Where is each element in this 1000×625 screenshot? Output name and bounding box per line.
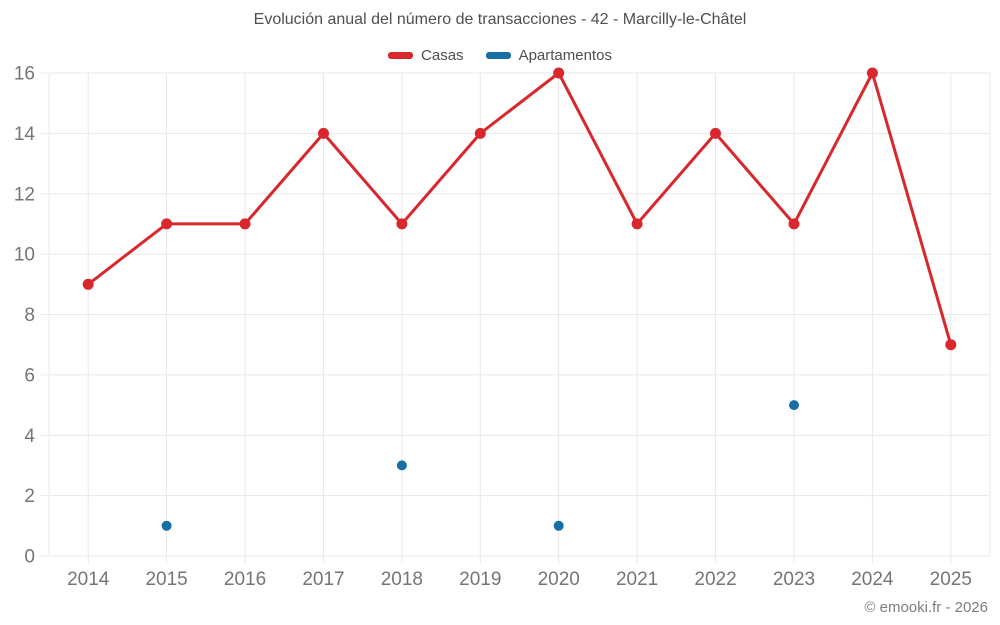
x-tick-label: 2022 bbox=[694, 569, 736, 590]
x-tick-label: 2018 bbox=[381, 569, 423, 590]
x-tick-label: 2014 bbox=[67, 569, 110, 590]
x-tick-label: 2023 bbox=[773, 569, 815, 590]
y-tick-label: 16 bbox=[14, 64, 35, 85]
apartamentos-point-2018[interactable] bbox=[396, 460, 407, 471]
casas-point-2015[interactable] bbox=[161, 218, 173, 230]
x-tick-label: 2019 bbox=[459, 569, 501, 590]
legend-item-apartamentos[interactable]: Apartamentos bbox=[485, 47, 612, 64]
x-tick-label: 2016 bbox=[224, 569, 266, 590]
x-tick-label: 2020 bbox=[538, 569, 580, 590]
x-tick-label: 2021 bbox=[616, 569, 658, 590]
casas-line bbox=[87, 71, 953, 346]
y-tick-label: 0 bbox=[24, 547, 35, 568]
casas-point-2025[interactable] bbox=[945, 339, 957, 351]
casas-point-2014[interactable] bbox=[82, 278, 94, 290]
casas-point-2024[interactable] bbox=[866, 67, 878, 79]
x-tick-label: 2025 bbox=[930, 569, 972, 590]
casas-point-2020[interactable] bbox=[553, 67, 565, 79]
y-tick-label: 10 bbox=[14, 245, 35, 266]
x-tick-label: 2015 bbox=[145, 569, 187, 590]
apartamentos-point-2023[interactable] bbox=[789, 400, 799, 411]
apartamentos-point-2020[interactable] bbox=[553, 520, 564, 531]
legend-swatch-apartamentos bbox=[485, 52, 511, 59]
apartamentos-point-2015[interactable] bbox=[161, 520, 172, 531]
legend-item-casas[interactable]: Casas bbox=[388, 47, 464, 64]
casas-point-2022[interactable] bbox=[710, 127, 721, 139]
y-tick-label: 12 bbox=[14, 184, 35, 205]
y-tick-label: 6 bbox=[24, 365, 35, 386]
chart-title: Evolución anual del número de transaccio… bbox=[253, 11, 747, 28]
y-tick-label: 2 bbox=[24, 486, 35, 507]
casas-point-2021[interactable] bbox=[631, 218, 643, 230]
y-tick-label: 4 bbox=[24, 426, 35, 447]
legend-label: Casas bbox=[421, 47, 464, 64]
casas-point-2019[interactable] bbox=[474, 127, 486, 139]
legend: Casas Apartamentos bbox=[0, 47, 1000, 64]
casas-point-2016[interactable] bbox=[239, 218, 251, 230]
x-tick-label: 2024 bbox=[851, 569, 894, 590]
casas-point-2023[interactable] bbox=[788, 218, 800, 230]
legend-swatch-casas bbox=[388, 52, 414, 59]
credit-text: © emooki.fr - 2026 bbox=[864, 599, 988, 616]
y-tick-label: 8 bbox=[24, 305, 35, 326]
y-tick-label: 14 bbox=[14, 124, 36, 145]
casas-point-2018[interactable] bbox=[396, 218, 408, 230]
casas-point-2017[interactable] bbox=[318, 127, 329, 139]
legend-label: Apartamentos bbox=[518, 47, 612, 64]
x-tick-label: 2017 bbox=[302, 569, 344, 590]
